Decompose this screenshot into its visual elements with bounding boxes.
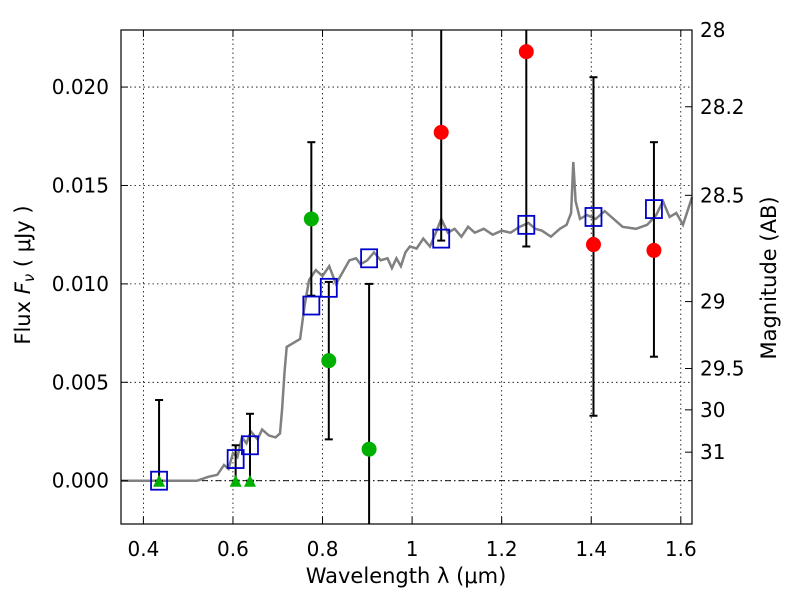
mag-tick-label: 31 bbox=[700, 440, 725, 464]
x-tick-label: 0.8 bbox=[307, 537, 339, 561]
upper-limit-triangle bbox=[229, 474, 242, 487]
model-photometry-square bbox=[432, 228, 451, 249]
model-photometry-square bbox=[241, 435, 259, 456]
y-axis-label: Flux Fν ( μJy ) bbox=[11, 205, 38, 344]
model-photometry-square bbox=[645, 199, 663, 219]
nir-detection-point bbox=[433, 124, 449, 140]
y-label-var: F bbox=[11, 281, 35, 294]
mag-tick-label: 28.2 bbox=[700, 95, 745, 119]
y-tick-label: 0.005 bbox=[52, 370, 109, 394]
mag-tick-label: 28 bbox=[700, 18, 725, 42]
model-photometry-square bbox=[360, 248, 379, 269]
x-tick-label: 1 bbox=[406, 537, 419, 561]
mag-tick-label: 28.5 bbox=[700, 183, 745, 207]
y2-axis-label: Magnitude (AB) bbox=[757, 196, 781, 359]
model-photometry-square bbox=[584, 207, 603, 227]
model-spectrum-line bbox=[121, 161, 694, 482]
x-tick-label: 0.6 bbox=[217, 537, 249, 561]
y-label-sub: ν bbox=[20, 274, 38, 282]
y-tick-label: 0.000 bbox=[52, 469, 109, 493]
y-label-suffix: ( μJy ) bbox=[11, 205, 35, 273]
optical-detection-point bbox=[321, 353, 337, 369]
x-tick-label: 1.2 bbox=[486, 537, 518, 561]
y-tick-label: 0.015 bbox=[52, 173, 109, 197]
axis-ticks: 0.4 0.6 0.8 1 1.2 1.4 1.6 0.000 0.005 0.010 0.015 0… bbox=[52, 18, 745, 561]
model-photometry-square bbox=[302, 295, 321, 316]
x-tick-label: 1.4 bbox=[575, 537, 607, 561]
mag-tick-label: 29.5 bbox=[700, 357, 745, 381]
y-tick-label: 0.020 bbox=[52, 75, 109, 99]
upper-limit-triangle bbox=[153, 474, 166, 487]
x-tick-label: 0.4 bbox=[127, 537, 159, 561]
model-photometry-square bbox=[319, 277, 338, 298]
nir-detection-point bbox=[646, 242, 662, 258]
data-markers bbox=[150, 44, 663, 491]
model-photometry-square bbox=[517, 214, 536, 235]
nir-detection-point bbox=[585, 237, 601, 253]
model-photometry-square bbox=[150, 470, 168, 491]
model-photometry-square bbox=[226, 449, 245, 469]
nir-detection-point bbox=[518, 44, 534, 60]
mag-tick-label: 30 bbox=[700, 398, 725, 422]
x-axis-label: Wavelength λ (μm) bbox=[306, 564, 507, 588]
mag-tick-label: 29 bbox=[700, 290, 725, 314]
upper-limit-triangle bbox=[243, 474, 256, 487]
optical-detection-point bbox=[303, 211, 319, 227]
plot-frame bbox=[120, 29, 693, 525]
y-tick-label: 0.010 bbox=[52, 272, 109, 296]
grid-lines bbox=[121, 30, 692, 524]
y-label-prefix: Flux bbox=[11, 294, 35, 344]
optical-detection-point bbox=[361, 441, 377, 457]
x-tick-label: 1.6 bbox=[665, 537, 697, 561]
